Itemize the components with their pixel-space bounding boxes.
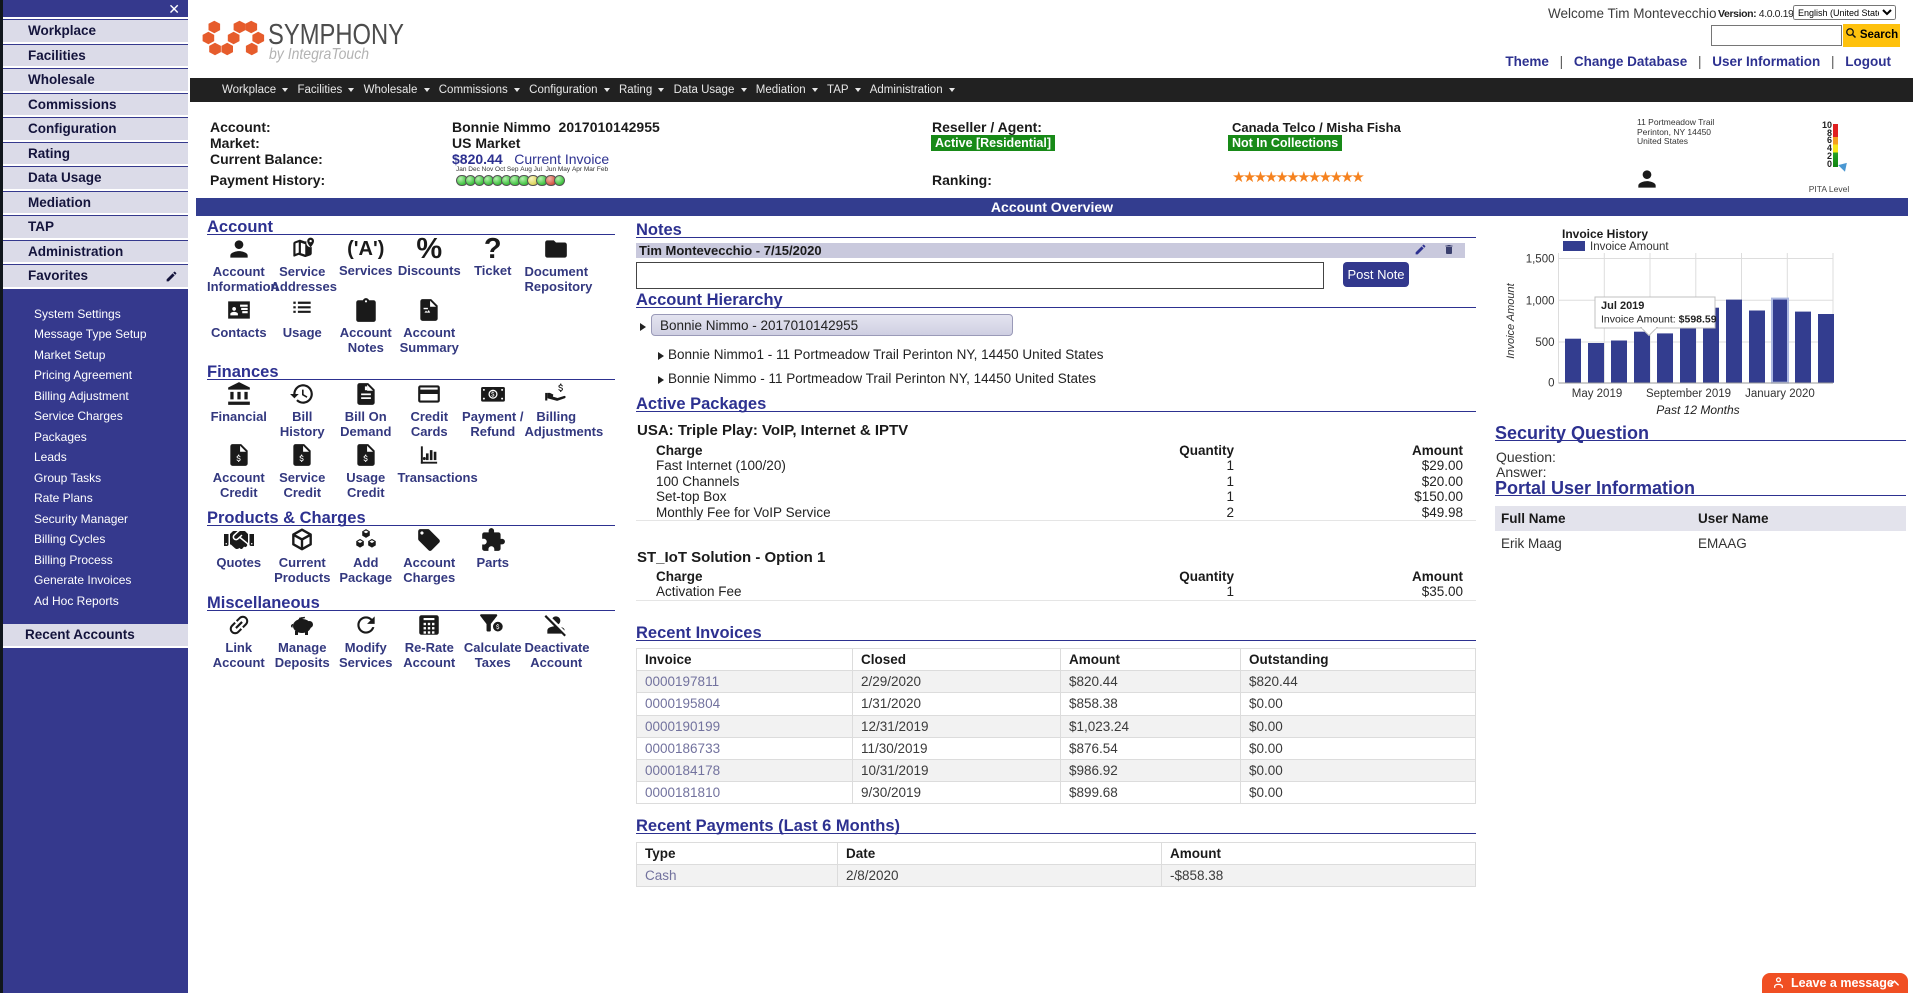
svg-text:Invoice Amount: Invoice Amount: [1505, 282, 1517, 358]
svg-text:Jul 2019: Jul 2019: [1601, 300, 1644, 312]
svg-text:by IntegraTouch: by IntegraTouch: [269, 46, 369, 63]
svg-text:January 2020: January 2020: [1745, 388, 1815, 400]
svg-text:September 2019: September 2019: [1646, 388, 1731, 400]
svg-text:1,000: 1,000: [1526, 295, 1555, 307]
svg-text:Invoice Amount: $598.59: Invoice Amount: $598.59: [1601, 314, 1717, 326]
svg-text:May 2019: May 2019: [1572, 388, 1623, 400]
svg-text:1,500: 1,500: [1526, 254, 1555, 266]
svg-text:0: 0: [1548, 378, 1554, 390]
svg-text:500: 500: [1535, 337, 1554, 349]
svg-text:SYMPHONY: SYMPHONY: [268, 19, 404, 51]
